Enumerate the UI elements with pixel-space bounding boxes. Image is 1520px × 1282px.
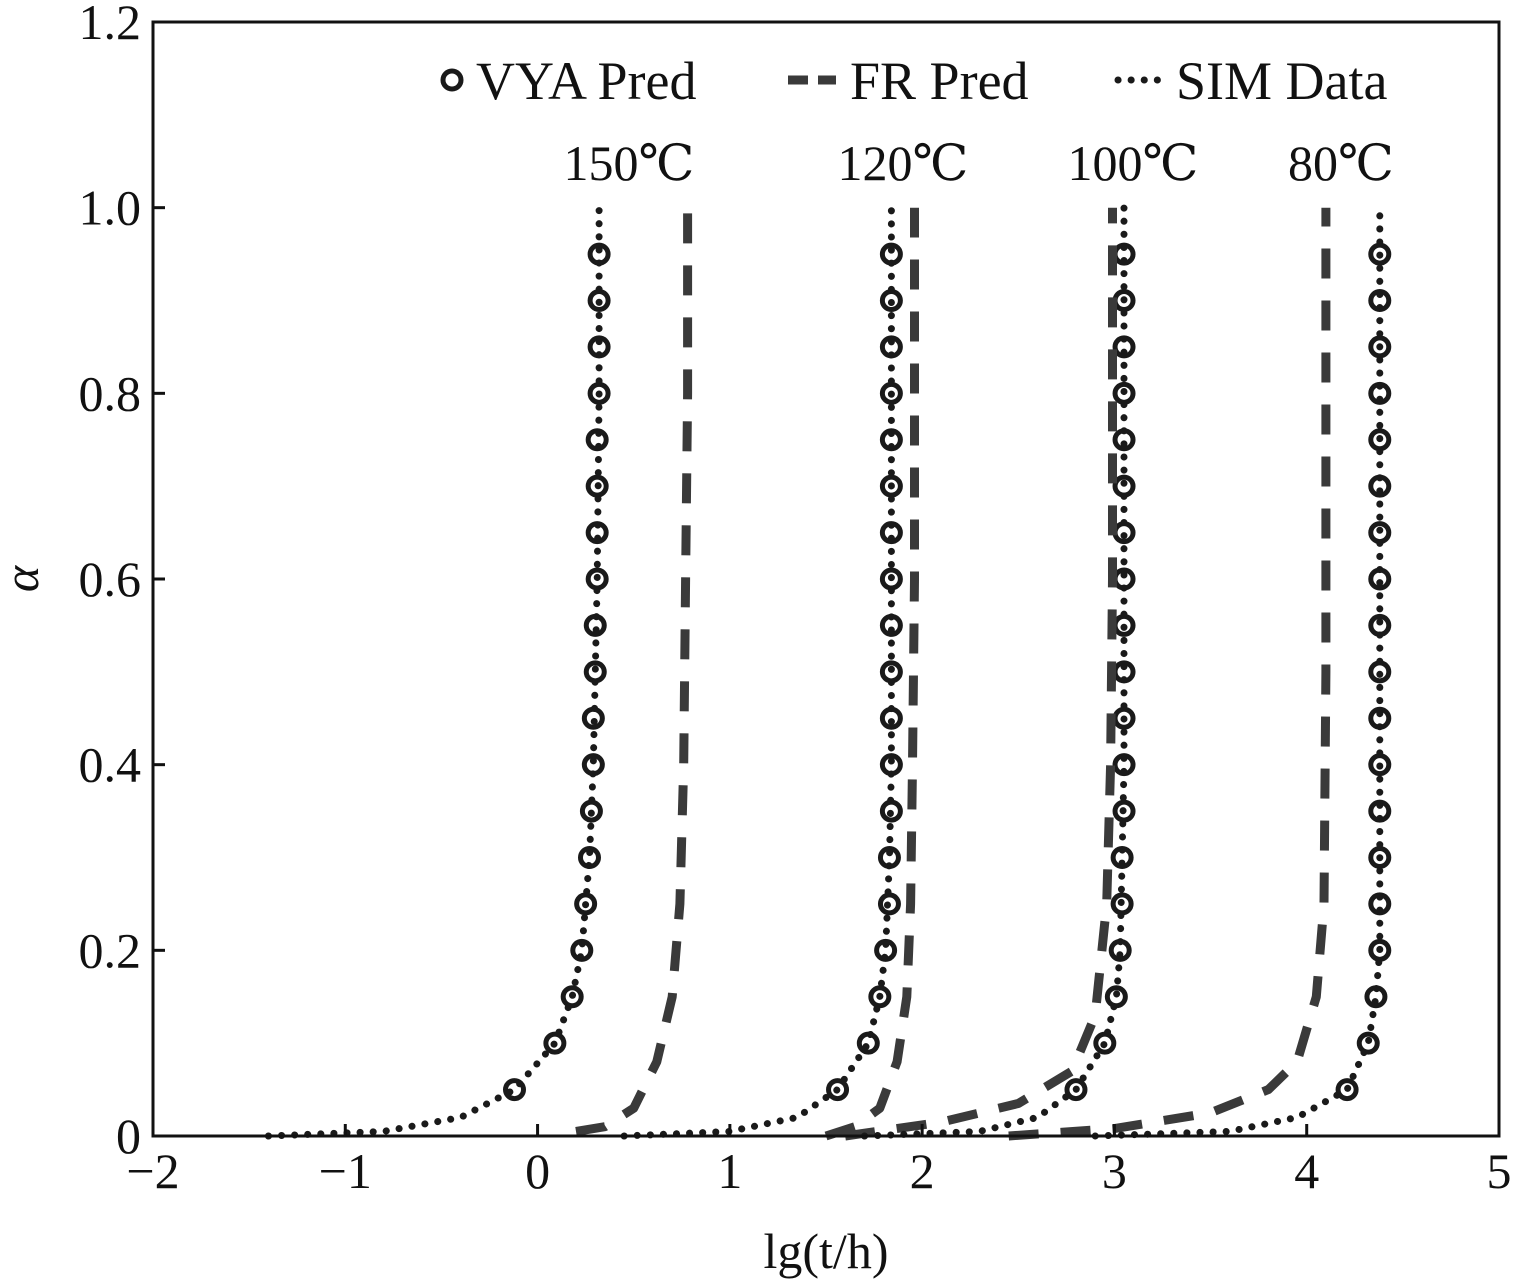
legend-entry: FR Pred [788, 51, 1029, 111]
legend-entry: VYA Pred [440, 51, 697, 111]
fr-pred-80-line [1008, 207, 1331, 1141]
y-tick-label: 0.4 [79, 737, 142, 793]
x-tick-label: 2 [910, 1143, 935, 1199]
curve-label: 120℃ [838, 135, 969, 191]
x-axis-title: lg(t/h) [764, 1223, 889, 1279]
curve-labels-layer: 150℃ 120℃ 100℃ 80℃ [564, 135, 1394, 191]
curve-label: 100℃ [1068, 135, 1199, 191]
sim-data-80-line [1091, 204, 1384, 1140]
fr-pred-150-line [575, 207, 693, 1136]
x-tick-label: 1 [717, 1143, 742, 1199]
x-tick-label: 4 [1294, 1143, 1319, 1199]
x-tick-label: 5 [1487, 1143, 1512, 1199]
legend-entry: SIM Data [1114, 51, 1387, 111]
x-tick-label: 3 [1102, 1143, 1127, 1199]
fr-pred-120-line [824, 207, 919, 1141]
curve-label: 80℃ [1288, 135, 1394, 191]
curve-label: 150℃ [564, 135, 695, 191]
legend-label: VYA Pred [476, 51, 697, 111]
series-layer [264, 204, 1392, 1141]
sim-data-100-line [861, 204, 1128, 1140]
y-tick-label: 0.8 [79, 365, 142, 421]
y-tick-label: 1.0 [79, 180, 142, 236]
legend-label: FR Pred [850, 51, 1029, 111]
x-tick-label: 0 [525, 1143, 550, 1199]
y-axis-title: α [0, 564, 49, 592]
x-tick-label: −2 [126, 1143, 179, 1199]
y-tick-label: 1.2 [79, 0, 142, 50]
sim-data-120-line [620, 204, 895, 1140]
y-tick-label: 0 [116, 1108, 141, 1164]
x-tick-label: −1 [319, 1143, 372, 1199]
y-tick-label: 0.2 [79, 922, 142, 978]
legend-swatch-circle [440, 68, 464, 92]
sim-data-150-line [264, 204, 603, 1140]
y-tick-label: 0.6 [79, 551, 142, 607]
legend-label: SIM Data [1176, 51, 1387, 111]
ticks-layer: −2 −1 0 1 2 3 4 5 0 0.2 0.4 0.6 0.8 1.0 1.2 [79, 0, 1512, 1199]
legend: VYA Pred FR Pred SIM Data [440, 51, 1387, 111]
